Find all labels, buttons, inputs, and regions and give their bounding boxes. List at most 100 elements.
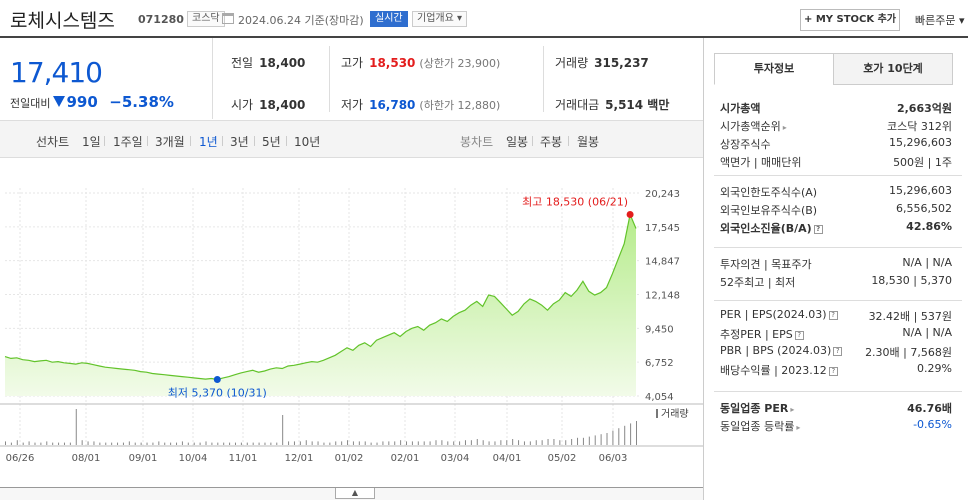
info-value: 2,663억원 [896,102,952,115]
period-10y[interactable]: 10년 [294,135,321,149]
volume-bar [341,441,343,445]
market-badge: 코스닥 [187,11,225,27]
info-row: 외국인보유주식수(B) 6,556,502 [720,202,952,220]
period-1y[interactable]: 1년 [199,135,218,149]
volume-bar [205,441,207,445]
stat-prev: 전일 18,400 [231,56,306,70]
volume-bar [559,440,561,445]
collapse-chart-button[interactable]: ▲ [335,488,375,499]
volume-bar [612,430,614,445]
period-1d[interactable]: 1일 [82,135,101,149]
x-tick-label: 12/01 [285,453,314,464]
volume-bar [193,442,195,445]
volume-bar [518,440,520,445]
help-icon[interactable]: ? [794,330,804,340]
my-stock-add-button[interactable]: + MY STOCK 추가 [800,9,900,31]
help-icon[interactable]: ? [828,366,838,376]
volume-bar [40,442,42,445]
y-tick-label: 12,148 [645,291,680,302]
volume-bar [170,442,172,445]
low-annotation: 최저 5,370 (10/31) [168,386,267,399]
chart-footer: ▲ [0,487,703,500]
arrow-right-icon[interactable]: ▸ [782,123,787,132]
date-text: 2024.06.24 기준(장마감) [238,14,364,27]
arrow-right-icon[interactable]: ▸ [790,405,795,414]
volume-bar [382,441,384,445]
y-tick-label: 17,545 [645,223,680,234]
volume-bar [335,441,337,445]
volume-bar [636,421,637,445]
info-value: 6,556,502 [896,202,952,215]
info-value: 32.42배 | 537원 [868,310,952,323]
stat-volume: 거래량 315,237 [555,56,649,70]
volume-bar [93,441,95,445]
volume-bar [52,442,54,445]
x-tick-label: 05/02 [548,453,577,464]
volume-bar [28,441,30,445]
y-tick-label: 4,054 [645,392,674,403]
x-tick-label: 02/01 [391,453,420,464]
y-tick-label: 20,243 [645,189,680,200]
realtime-badge[interactable]: 실시간 [370,11,408,27]
volume-bar [406,441,408,445]
info-value: 42.86% [906,220,952,233]
volume-bar [571,439,573,445]
help-icon[interactable]: ? [828,310,838,320]
candle-monthly[interactable]: 월봉 [577,135,600,149]
info-label: 추정PER | EPS? [720,326,804,342]
section-divider [714,247,962,248]
info-value: 15,296,603 [889,136,952,149]
volume-bar [459,441,461,445]
volume-bar [376,442,378,445]
info-label: 52주최고 | 최저 [720,276,796,289]
tab-quote-10[interactable]: 호가 10단계 [833,53,953,85]
volume-bar [10,442,12,445]
volume-bar [111,442,113,445]
price-change: 전일대비 990 −5.38% [10,93,174,111]
period-3y[interactable]: 3년 [230,135,249,149]
tab-investment-info[interactable]: 투자정보 [714,53,834,85]
volume-bar [364,441,366,445]
volume-bar [81,440,83,445]
volume-bar [158,441,160,445]
company-overview-button[interactable]: 기업개요 ▾ [412,11,467,27]
chart-toolbar: 선차트 1일 1주일 3개월 1년 3년 5년 10년 봉차트 일봉 주봉 월봉 [0,120,703,158]
period-5y[interactable]: 5년 [262,135,281,149]
high-annotation: 최고 18,530 (06/21) [522,195,628,208]
x-tick-label: 06/26 [6,453,35,464]
volume-bar [99,442,101,445]
volume-bar [523,441,525,445]
volume-bar [22,442,24,445]
help-icon[interactable]: ? [813,224,823,234]
volume-bar [246,442,248,445]
investment-info-panel: 투자정보 호가 10단계 시가총액 2,663억원 시가총액순위 ▸ 코스닥 312위 상… [703,38,968,500]
info-label: 외국인소진율(B/A)? [720,220,823,236]
section-divider [714,175,962,176]
x-tick-label: 10/04 [179,453,208,464]
quick-order-button[interactable]: 빠른주문 ▾ [915,14,965,27]
arrow-right-icon[interactable]: ▸ [796,423,801,432]
stat-open: 시가 18,400 [231,98,306,112]
stock-name[interactable]: 로체시스템즈 [10,10,115,32]
x-tick-label: 11/01 [229,453,258,464]
volume-bar [494,441,496,445]
info-value: 46.76배 [907,402,952,415]
volume-bar [311,441,313,445]
info-label: 시가총액 [720,102,761,115]
info-row: 액면가 | 매매단위 500원 | 1주 [720,154,952,172]
period-1w[interactable]: 1주일 [113,135,143,149]
candle-daily[interactable]: 일봉 [506,135,529,149]
candle-chart-label: 봉차트 [460,135,494,149]
down-triangle-icon [53,96,66,107]
stock-code: 071280 [138,13,184,26]
info-value: 2.30배 | 7,568원 [865,346,952,359]
volume-bar [547,439,549,445]
period-3m[interactable]: 3개월 [155,135,185,149]
price-stats: 전일 18,400 고가 18,530 (상한가 23,900) 거래량 315,237… [213,38,703,119]
info-value: 코스닥 312위 [887,120,952,133]
volume-bar [435,440,437,445]
info-value: 0.29% [917,362,952,375]
help-icon[interactable]: ? [833,346,843,356]
candle-weekly[interactable]: 주봉 [540,135,563,149]
volume-legend-icon [656,409,658,418]
